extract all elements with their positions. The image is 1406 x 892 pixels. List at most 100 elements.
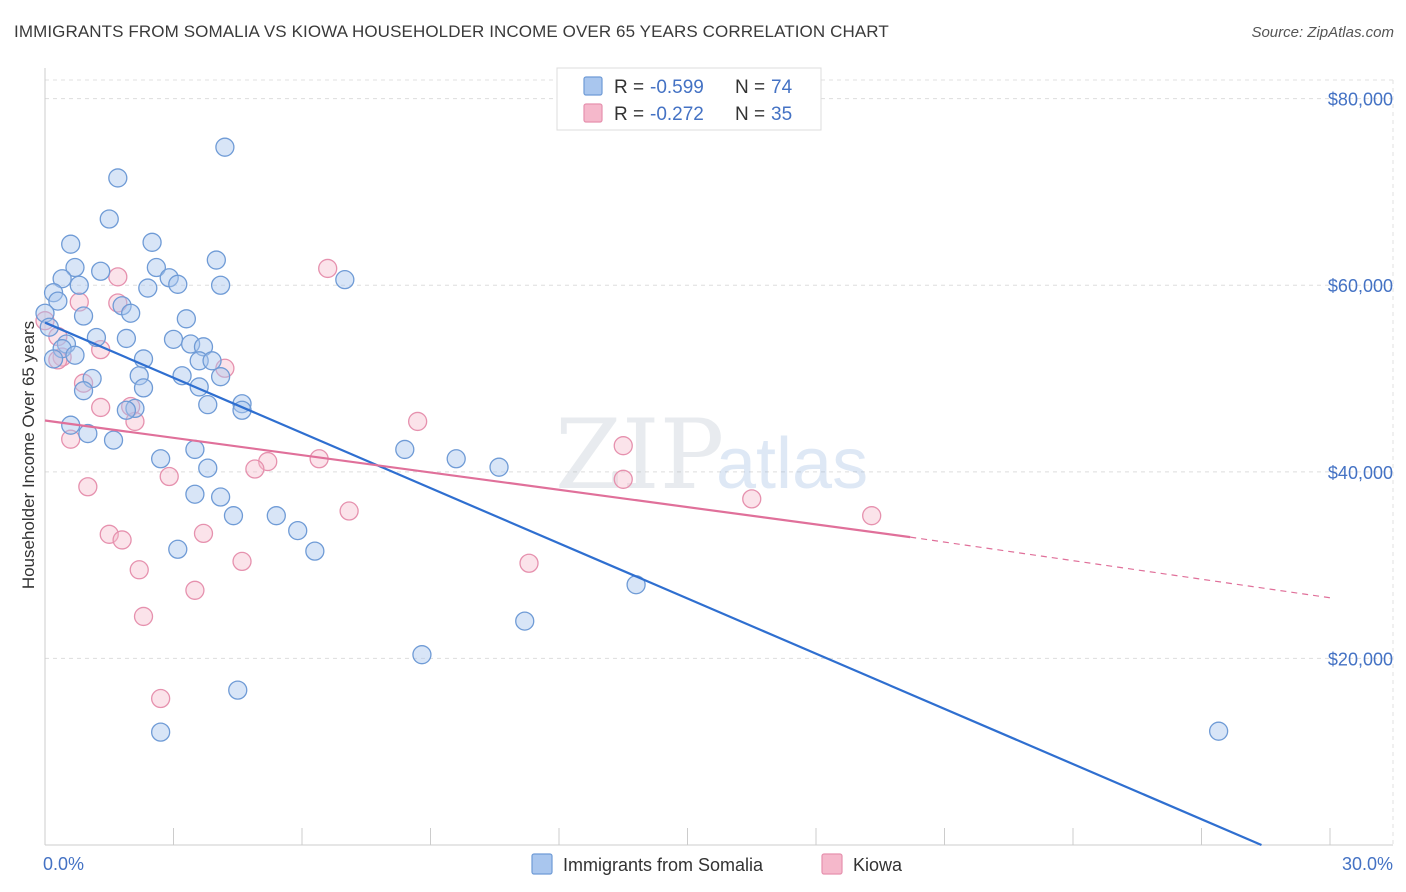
y-tick-label: $20,000 bbox=[1328, 649, 1393, 669]
somalia-point bbox=[52, 269, 72, 289]
kiowa-point bbox=[129, 560, 149, 580]
somalia-points bbox=[35, 137, 1229, 742]
x-tick-label-max: 30.0% bbox=[1342, 854, 1393, 874]
kiowa-point bbox=[613, 469, 633, 489]
somalia-point bbox=[1208, 721, 1229, 741]
y-tick-label: $40,000 bbox=[1328, 463, 1393, 483]
source-credit: Source: ZipAtlas.com bbox=[1251, 24, 1394, 41]
kiowa-point bbox=[407, 411, 428, 432]
somalia-point bbox=[103, 430, 124, 450]
bottom-legend-swatch-somalia bbox=[531, 853, 553, 875]
somalia-point bbox=[210, 487, 231, 507]
somalia-point bbox=[142, 232, 162, 252]
somalia-trend-line bbox=[44, 321, 1262, 847]
trend-lines bbox=[44, 321, 1331, 847]
bottom-legend-swatch-kiowa bbox=[821, 853, 843, 875]
somalia-point bbox=[202, 351, 222, 371]
somalia-point bbox=[206, 250, 226, 270]
x-tick-label-min: 0.0% bbox=[43, 854, 84, 874]
tick-labels: $20,000 $40,000 $60,000 $80,000 0.0% 30.0% bbox=[43, 90, 1393, 874]
somalia-point bbox=[163, 329, 184, 350]
somalia-point bbox=[99, 209, 119, 229]
kiowa-trend-line bbox=[44, 419, 911, 539]
legend-n-label-kiowa: N = bbox=[735, 104, 765, 125]
somalia-point bbox=[335, 269, 355, 290]
somalia-point bbox=[121, 303, 141, 323]
y-axis-title: Householder Income Over 65 years bbox=[19, 321, 38, 589]
somalia-point bbox=[198, 458, 218, 478]
kiowa-point bbox=[185, 580, 205, 600]
somalia-point bbox=[210, 275, 231, 295]
kiowa-point bbox=[245, 459, 265, 479]
legend-swatch-somalia bbox=[583, 76, 603, 96]
somalia-point bbox=[129, 366, 149, 386]
legend-n-value-somalia: 74 bbox=[771, 77, 793, 98]
somalia-point bbox=[288, 520, 308, 541]
legend-n-value-kiowa: 35 bbox=[771, 104, 792, 125]
bottom-legend-somalia: Immigrants from Somalia bbox=[563, 855, 764, 875]
somalia-point bbox=[515, 611, 535, 631]
kiowa-point bbox=[108, 267, 128, 287]
somalia-point bbox=[73, 381, 94, 401]
somalia-point bbox=[185, 439, 205, 460]
legend-r-value-somalia: -0.599 bbox=[650, 77, 704, 98]
somalia-point bbox=[65, 257, 85, 278]
watermark: ZIP atlas bbox=[555, 399, 868, 511]
legend-r-label-kiowa: R = bbox=[614, 104, 644, 125]
axes bbox=[44, 68, 1393, 846]
somalia-point bbox=[108, 168, 128, 188]
kiowa-point bbox=[133, 606, 154, 627]
kiowa-point bbox=[150, 688, 171, 709]
somalia-point bbox=[395, 439, 415, 460]
somalia-point bbox=[446, 449, 466, 469]
somalia-point bbox=[133, 378, 154, 398]
somalia-point bbox=[138, 278, 158, 298]
somalia-point bbox=[176, 309, 197, 329]
kiowa-point bbox=[318, 258, 338, 279]
somalia-point bbox=[48, 291, 68, 311]
somalia-point bbox=[210, 367, 231, 387]
kiowa-point bbox=[112, 530, 132, 550]
somalia-point bbox=[168, 539, 188, 559]
somalia-point bbox=[116, 400, 137, 420]
somalia-point bbox=[116, 328, 137, 349]
somalia-point bbox=[65, 345, 85, 365]
kiowa-point bbox=[742, 489, 762, 509]
kiowa-point bbox=[61, 429, 81, 449]
y-tick-label: $60,000 bbox=[1328, 276, 1393, 296]
stats-legend: R = -0.599 N = 74 R = -0.272 N = 35 bbox=[556, 67, 822, 131]
somalia-point bbox=[198, 395, 218, 415]
kiowa-point bbox=[78, 477, 98, 497]
somalia-point bbox=[266, 506, 286, 526]
legend-n-label-somalia: N = bbox=[735, 77, 765, 98]
watermark-zip: ZIP bbox=[555, 399, 724, 511]
somalia-point bbox=[61, 234, 81, 254]
somalia-point bbox=[168, 274, 188, 294]
y-tick-label: $80,000 bbox=[1328, 90, 1393, 110]
somalia-point bbox=[305, 541, 325, 561]
kiowa-point bbox=[613, 436, 633, 456]
legend-r-label-somalia: R = bbox=[614, 77, 644, 98]
somalia-point bbox=[73, 306, 94, 326]
somalia-point bbox=[69, 275, 89, 295]
watermark-atlas: atlas bbox=[716, 424, 868, 504]
kiowa-point bbox=[232, 551, 252, 572]
somalia-point bbox=[223, 506, 244, 526]
somalia-point bbox=[228, 680, 248, 700]
chart-title: IMMIGRANTS FROM SOMALIA VS KIOWA HOUSEHO… bbox=[14, 22, 889, 41]
somalia-point bbox=[215, 137, 235, 157]
kiowa-point bbox=[159, 466, 179, 487]
somalia-point bbox=[91, 261, 111, 281]
legend-r-value-kiowa: -0.272 bbox=[650, 104, 704, 125]
kiowa-point bbox=[519, 553, 539, 573]
somalia-point bbox=[150, 449, 171, 469]
somalia-point bbox=[43, 349, 64, 369]
kiowa-point bbox=[339, 501, 359, 521]
kiowa-trend-extension bbox=[910, 536, 1331, 599]
legend-swatch-kiowa bbox=[583, 103, 603, 123]
kiowa-point bbox=[91, 397, 111, 418]
series-legend: Immigrants from Somalia Kiowa bbox=[531, 853, 903, 875]
somalia-point bbox=[78, 423, 98, 444]
somalia-point bbox=[489, 457, 509, 477]
somalia-point bbox=[146, 257, 167, 278]
